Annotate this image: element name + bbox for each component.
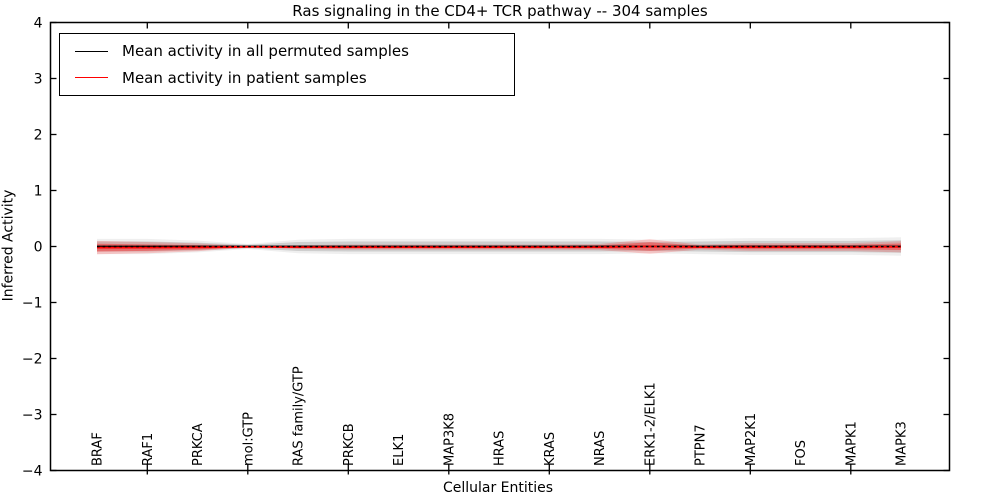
patient-line-sample — [75, 77, 108, 79]
entity-label: ELK1 — [392, 434, 407, 466]
y-tick-label: −1 — [22, 296, 43, 312]
entity-label: PRKCA — [191, 423, 206, 466]
entity-label: MAP2K1 — [744, 413, 759, 466]
entity-label: MAPK3 — [895, 421, 910, 466]
legend-item-patient: Mean activity in patient samples — [60, 65, 514, 91]
y-tick-label: 0 — [34, 240, 43, 256]
entity-label: MAPK1 — [844, 421, 859, 466]
entity-label: PRKCB — [342, 423, 357, 466]
chart-title: Ras signaling in the CD4+ TCR pathway --… — [292, 2, 708, 20]
entity-label: NRAS — [593, 431, 608, 466]
x-axis-label: Cellular Entities — [442, 480, 554, 496]
entity-label: HRAS — [493, 431, 508, 466]
y-tick-label: −4 — [22, 464, 43, 480]
entity-label: RAS family/GTP — [292, 366, 307, 466]
y-tick-label: −3 — [22, 408, 43, 424]
entity-label: FOS — [794, 440, 809, 466]
y-tick-label: 2 — [34, 128, 43, 144]
entity-label: BRAF — [91, 432, 106, 466]
legend-item-permuted: Mean activity in all permuted samples — [60, 38, 514, 64]
y-tick-label: 4 — [34, 16, 43, 32]
legend-box: Mean activity in all permuted samples Me… — [59, 33, 515, 96]
entity-label: KRAS — [543, 432, 558, 466]
y-tick-label: 1 — [34, 184, 43, 200]
entity-label: ERK1-2/ELK1 — [643, 382, 658, 466]
y-tick-label: 3 — [34, 72, 43, 88]
legend-label-patient: Mean activity in patient samples — [122, 68, 367, 87]
legend-label-permuted: Mean activity in all permuted samples — [122, 42, 409, 61]
entity-label: mol:GTP — [241, 412, 256, 466]
entity-label: PTPN7 — [694, 424, 709, 466]
entity-label: RAF1 — [141, 433, 156, 466]
entity-label: MAP3K8 — [442, 413, 457, 466]
y-tick-label: −2 — [22, 352, 43, 368]
permuted-line-sample — [75, 50, 108, 52]
patient-mean-line — [97, 245, 902, 249]
